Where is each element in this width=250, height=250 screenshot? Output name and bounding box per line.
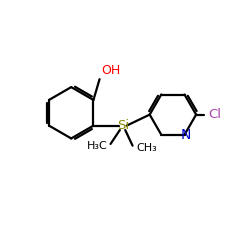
Text: H₃C: H₃C	[87, 142, 108, 152]
Text: N: N	[180, 128, 191, 142]
Text: OH: OH	[102, 64, 121, 77]
Text: Cl: Cl	[208, 108, 221, 121]
Text: Si: Si	[117, 119, 129, 132]
Text: CH₃: CH₃	[136, 143, 157, 153]
